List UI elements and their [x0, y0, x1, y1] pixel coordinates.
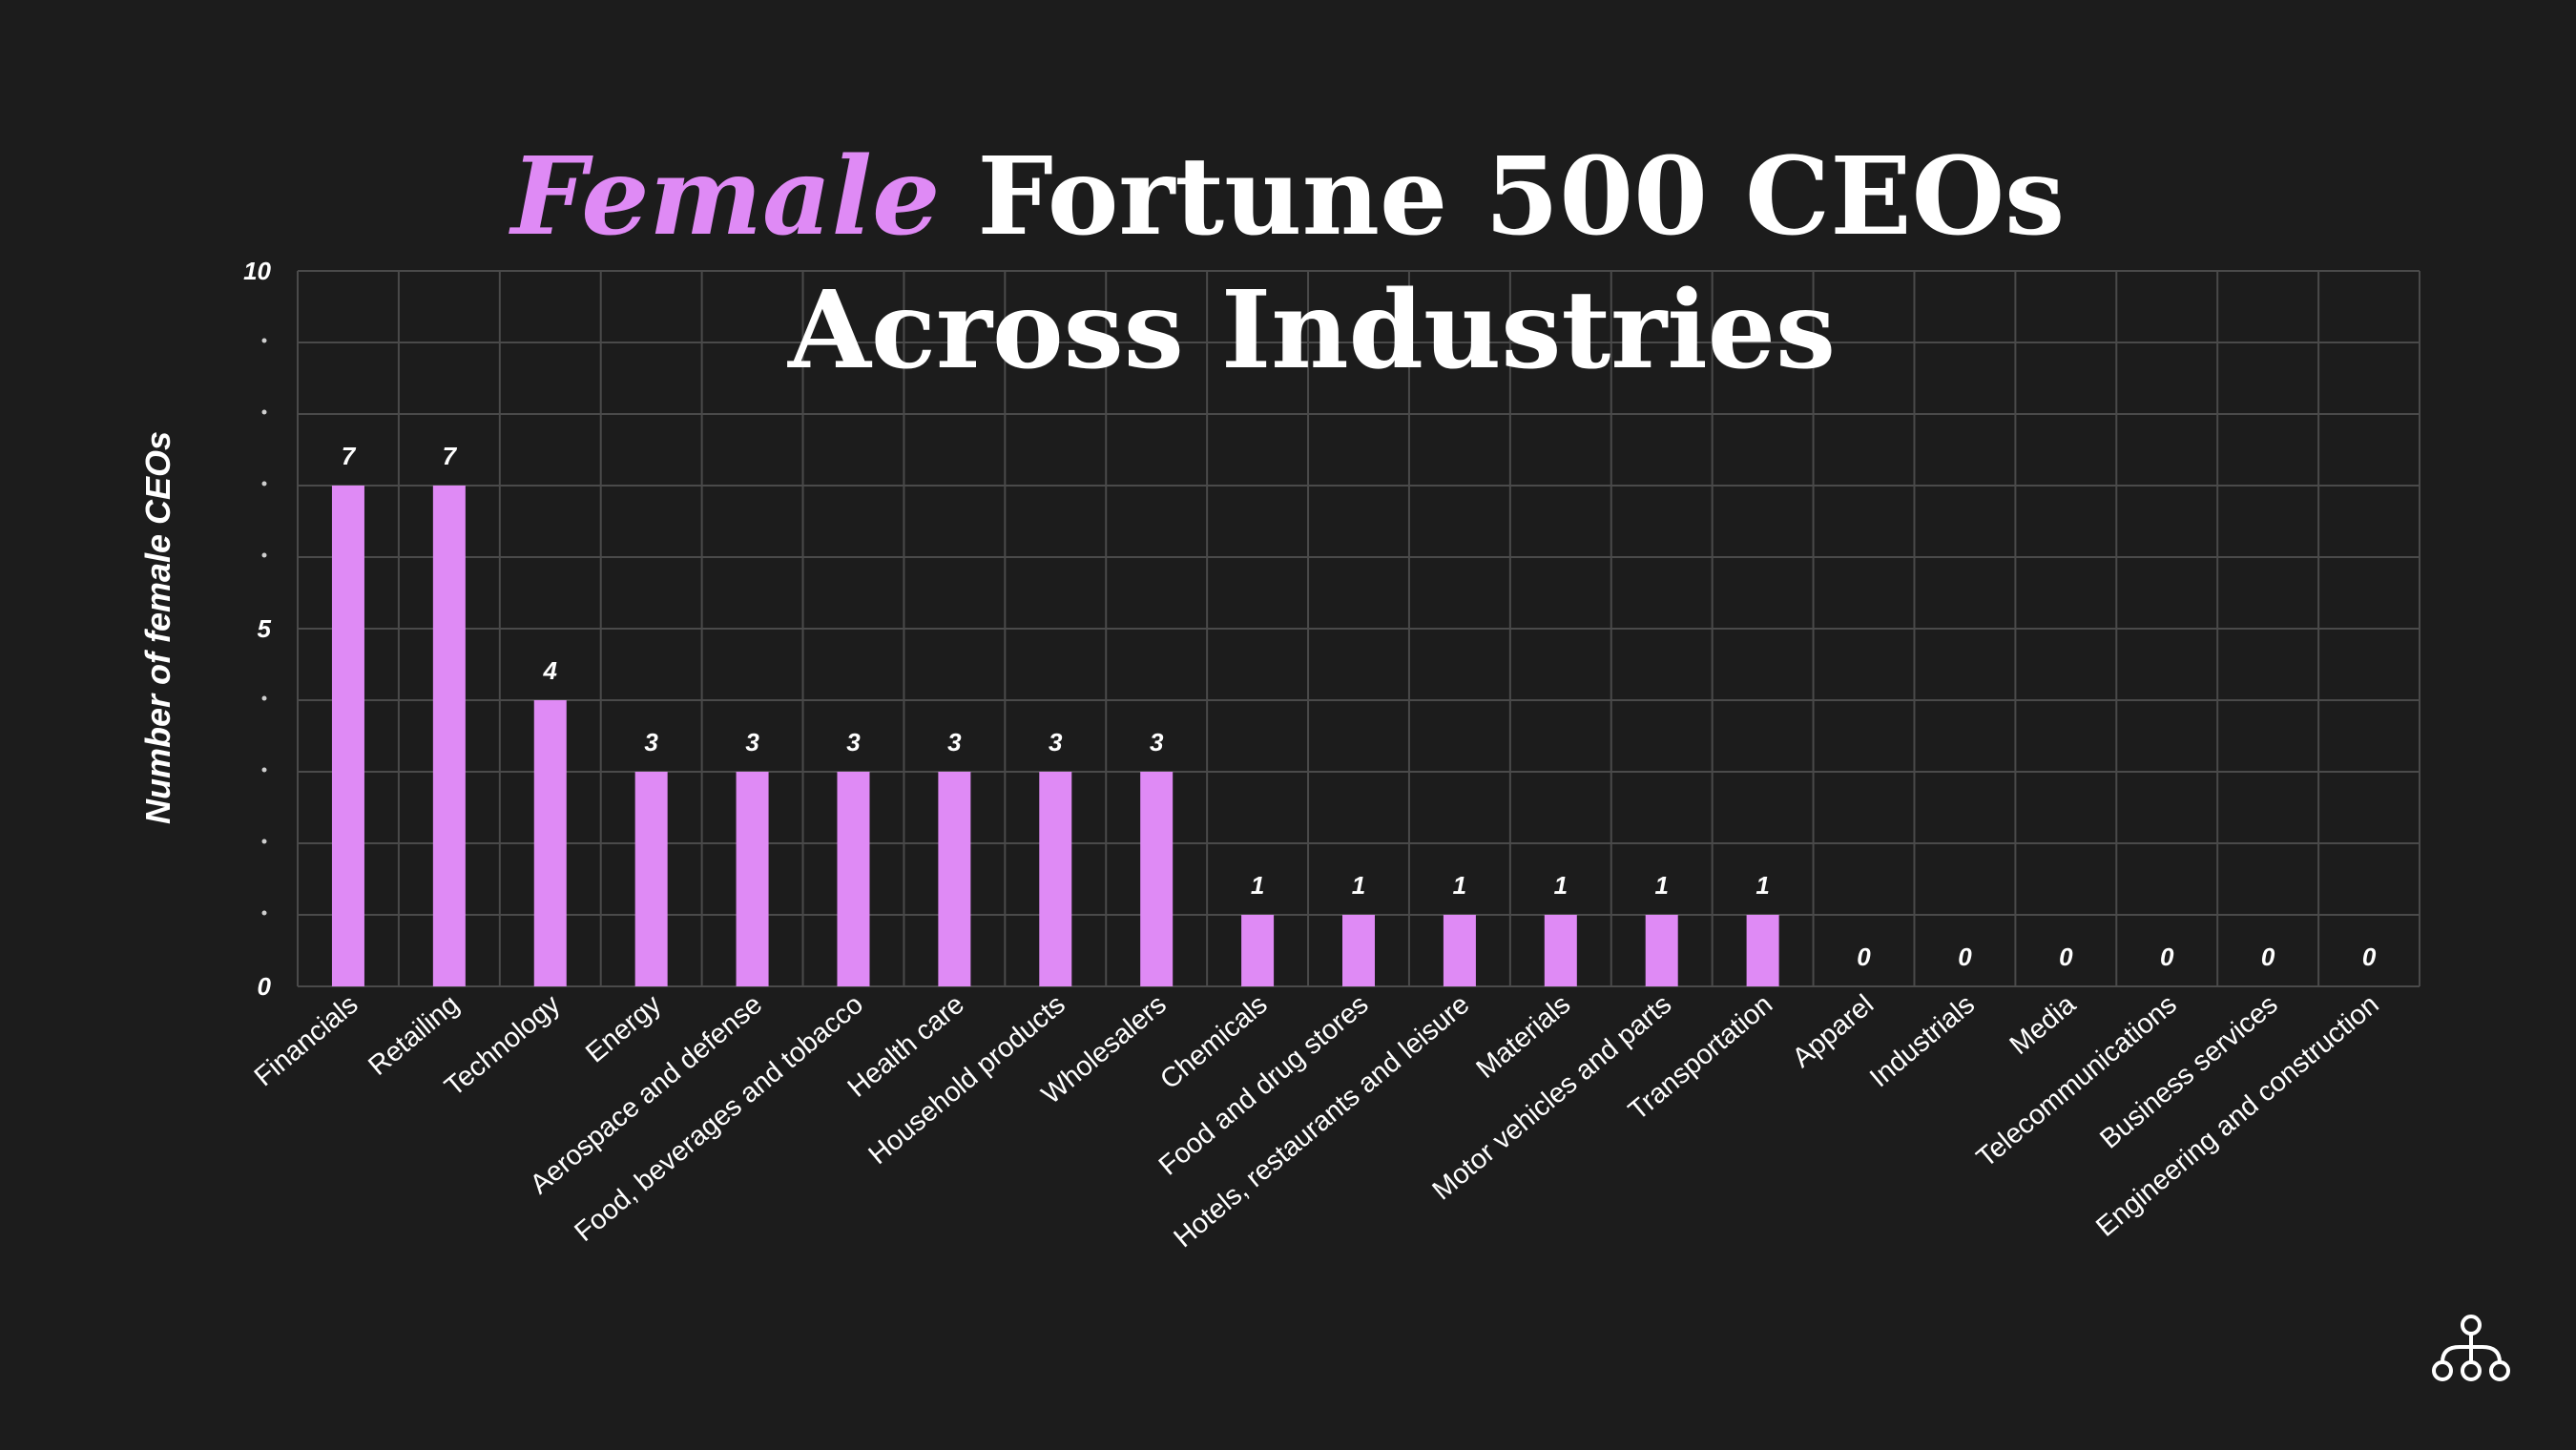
bar — [1645, 915, 1678, 986]
data-label: 0 — [1958, 942, 1972, 971]
bar — [1140, 772, 1174, 986]
bar — [1544, 915, 1577, 986]
y-minor-tick-dot — [261, 839, 267, 844]
data-label: 0 — [2059, 942, 2073, 971]
category-label: Industrials — [1864, 989, 1981, 1093]
data-label: 1 — [1654, 871, 1668, 900]
y-minor-tick-dot — [261, 910, 267, 916]
chart-title-accent: Female — [509, 135, 941, 259]
y-tick-label: 5 — [258, 614, 272, 643]
data-label: 7 — [443, 442, 458, 470]
data-label: 1 — [1755, 871, 1769, 900]
category-label: Energy — [580, 989, 667, 1069]
category-label: Business services — [2094, 989, 2283, 1155]
bar — [1039, 772, 1072, 986]
bar — [331, 486, 364, 986]
y-minor-tick-dot — [261, 552, 267, 558]
y-axis-label: Number of female CEOs — [138, 431, 177, 824]
bar — [1746, 915, 1779, 986]
data-label: 4 — [543, 656, 558, 685]
data-label: 1 — [1554, 871, 1568, 900]
data-label: 3 — [947, 728, 962, 756]
data-label: 1 — [1453, 871, 1466, 900]
y-minor-tick-dot — [261, 695, 267, 701]
bar — [634, 772, 668, 986]
bars — [331, 486, 1779, 986]
bar — [837, 772, 870, 986]
category-label: Media — [2005, 988, 2083, 1061]
bar — [1342, 915, 1375, 986]
category-label: Retailing — [363, 989, 465, 1082]
data-label: 3 — [644, 728, 658, 756]
bar — [938, 772, 971, 986]
bar — [1241, 915, 1275, 986]
chart-title-line-1: Female Fortune 500 CEOs — [509, 135, 2065, 259]
org-chart-icon — [2432, 1315, 2510, 1381]
y-minor-tick-dot — [261, 481, 267, 487]
data-labels: 7 7 4 3 3 3 3 3 3 1 1 1 1 1 1 0 0 0 0 0 0 — [342, 442, 2377, 971]
data-label: 0 — [2261, 942, 2275, 971]
y-minor-tick-dot — [261, 409, 267, 415]
y-tick-labels: 0 5 10 — [243, 257, 271, 1001]
data-label: 0 — [2362, 942, 2377, 971]
grid — [297, 270, 2420, 987]
data-label: 3 — [846, 728, 861, 756]
bar — [1443, 915, 1476, 986]
data-label: 0 — [1857, 942, 1871, 971]
chart-title-rest: Fortune 500 CEOs — [977, 135, 2065, 259]
y-minor-tick-dot — [261, 338, 267, 343]
bar — [736, 772, 769, 986]
category-label: Financials — [249, 989, 364, 1092]
data-label: 7 — [342, 442, 357, 470]
category-label: Apparel — [1787, 989, 1880, 1074]
y-tick-label: 0 — [258, 972, 272, 1001]
category-label: Household products — [863, 989, 1071, 1170]
data-label: 1 — [1251, 871, 1264, 900]
data-label: 3 — [1150, 728, 1164, 756]
bar — [533, 700, 567, 986]
bar — [432, 486, 466, 986]
chart-title-line-2: Across Industries — [787, 268, 1836, 393]
y-minor-ticks — [261, 338, 267, 916]
data-label: 1 — [1352, 871, 1365, 900]
data-label: 3 — [745, 728, 759, 756]
data-label: 0 — [2160, 942, 2174, 971]
y-minor-tick-dot — [261, 767, 267, 773]
category-label: Telecommunications — [1971, 989, 2183, 1173]
y-tick-label: 10 — [243, 257, 271, 285]
data-label: 3 — [1049, 728, 1063, 756]
